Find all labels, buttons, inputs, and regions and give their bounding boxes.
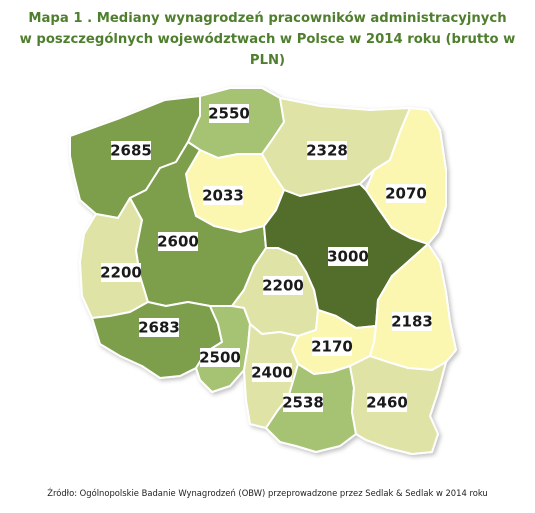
value-warminsko-mazurskie: 2328 [306,142,348,160]
source-note: Źródło: Ogólnopolskie Badanie Wynagrodze… [47,488,488,498]
label-kujawsko-pomorskie: 2033 [202,186,244,205]
value-dolnoslaskie: 2683 [138,319,180,337]
label-zachodniopomorskie: 2685 [110,141,152,160]
value-opolskie: 2500 [199,349,241,367]
value-lubuskie: 2200 [100,264,142,282]
label-podkarpackie: 2460 [366,393,408,412]
label-lodzkie: 2200 [262,276,304,295]
region-value-labels: 2685 2550 2328 2033 2070 2200 2600 3000 [100,104,433,412]
label-lubelskie: 2183 [391,312,433,331]
value-mazowieckie: 3000 [327,248,369,266]
label-malopolskie: 2538 [282,393,324,412]
value-podkarpackie: 2460 [366,394,408,412]
map-title-line-1: Mapa 1 . Mediany wynagrodzeń pracowników… [28,11,507,26]
label-lubuskie: 2200 [100,263,142,282]
label-warminsko-mazurskie: 2328 [306,141,348,160]
label-pomorskie: 2550 [208,104,250,123]
label-slaskie: 2400 [251,363,293,382]
label-mazowieckie: 3000 [327,247,369,266]
value-wielkopolskie: 2600 [157,233,199,251]
value-lubelskie: 2183 [391,313,433,331]
label-wielkopolskie: 2600 [157,232,199,251]
value-podlaskie: 2070 [385,185,427,203]
value-malopolskie: 2538 [282,394,324,412]
map-title-line-2: w poszczególnych województwach w Polsce … [19,32,516,68]
label-opolskie: 2500 [199,348,241,367]
value-lodzkie: 2200 [262,277,304,295]
label-podlaskie: 2070 [385,184,427,203]
label-dolnoslaskie: 2683 [138,318,180,337]
value-kujawsko-pomorskie: 2033 [202,187,244,205]
value-slaskie: 2400 [251,364,293,382]
map-title: Mapa 1 . Mediany wynagrodzeń pracowników… [0,8,535,71]
value-pomorskie: 2550 [208,105,250,123]
value-zachodniopomorskie: 2685 [110,142,152,160]
value-swietokrzyskie: 2170 [311,338,353,356]
label-swietokrzyskie: 2170 [311,337,353,356]
